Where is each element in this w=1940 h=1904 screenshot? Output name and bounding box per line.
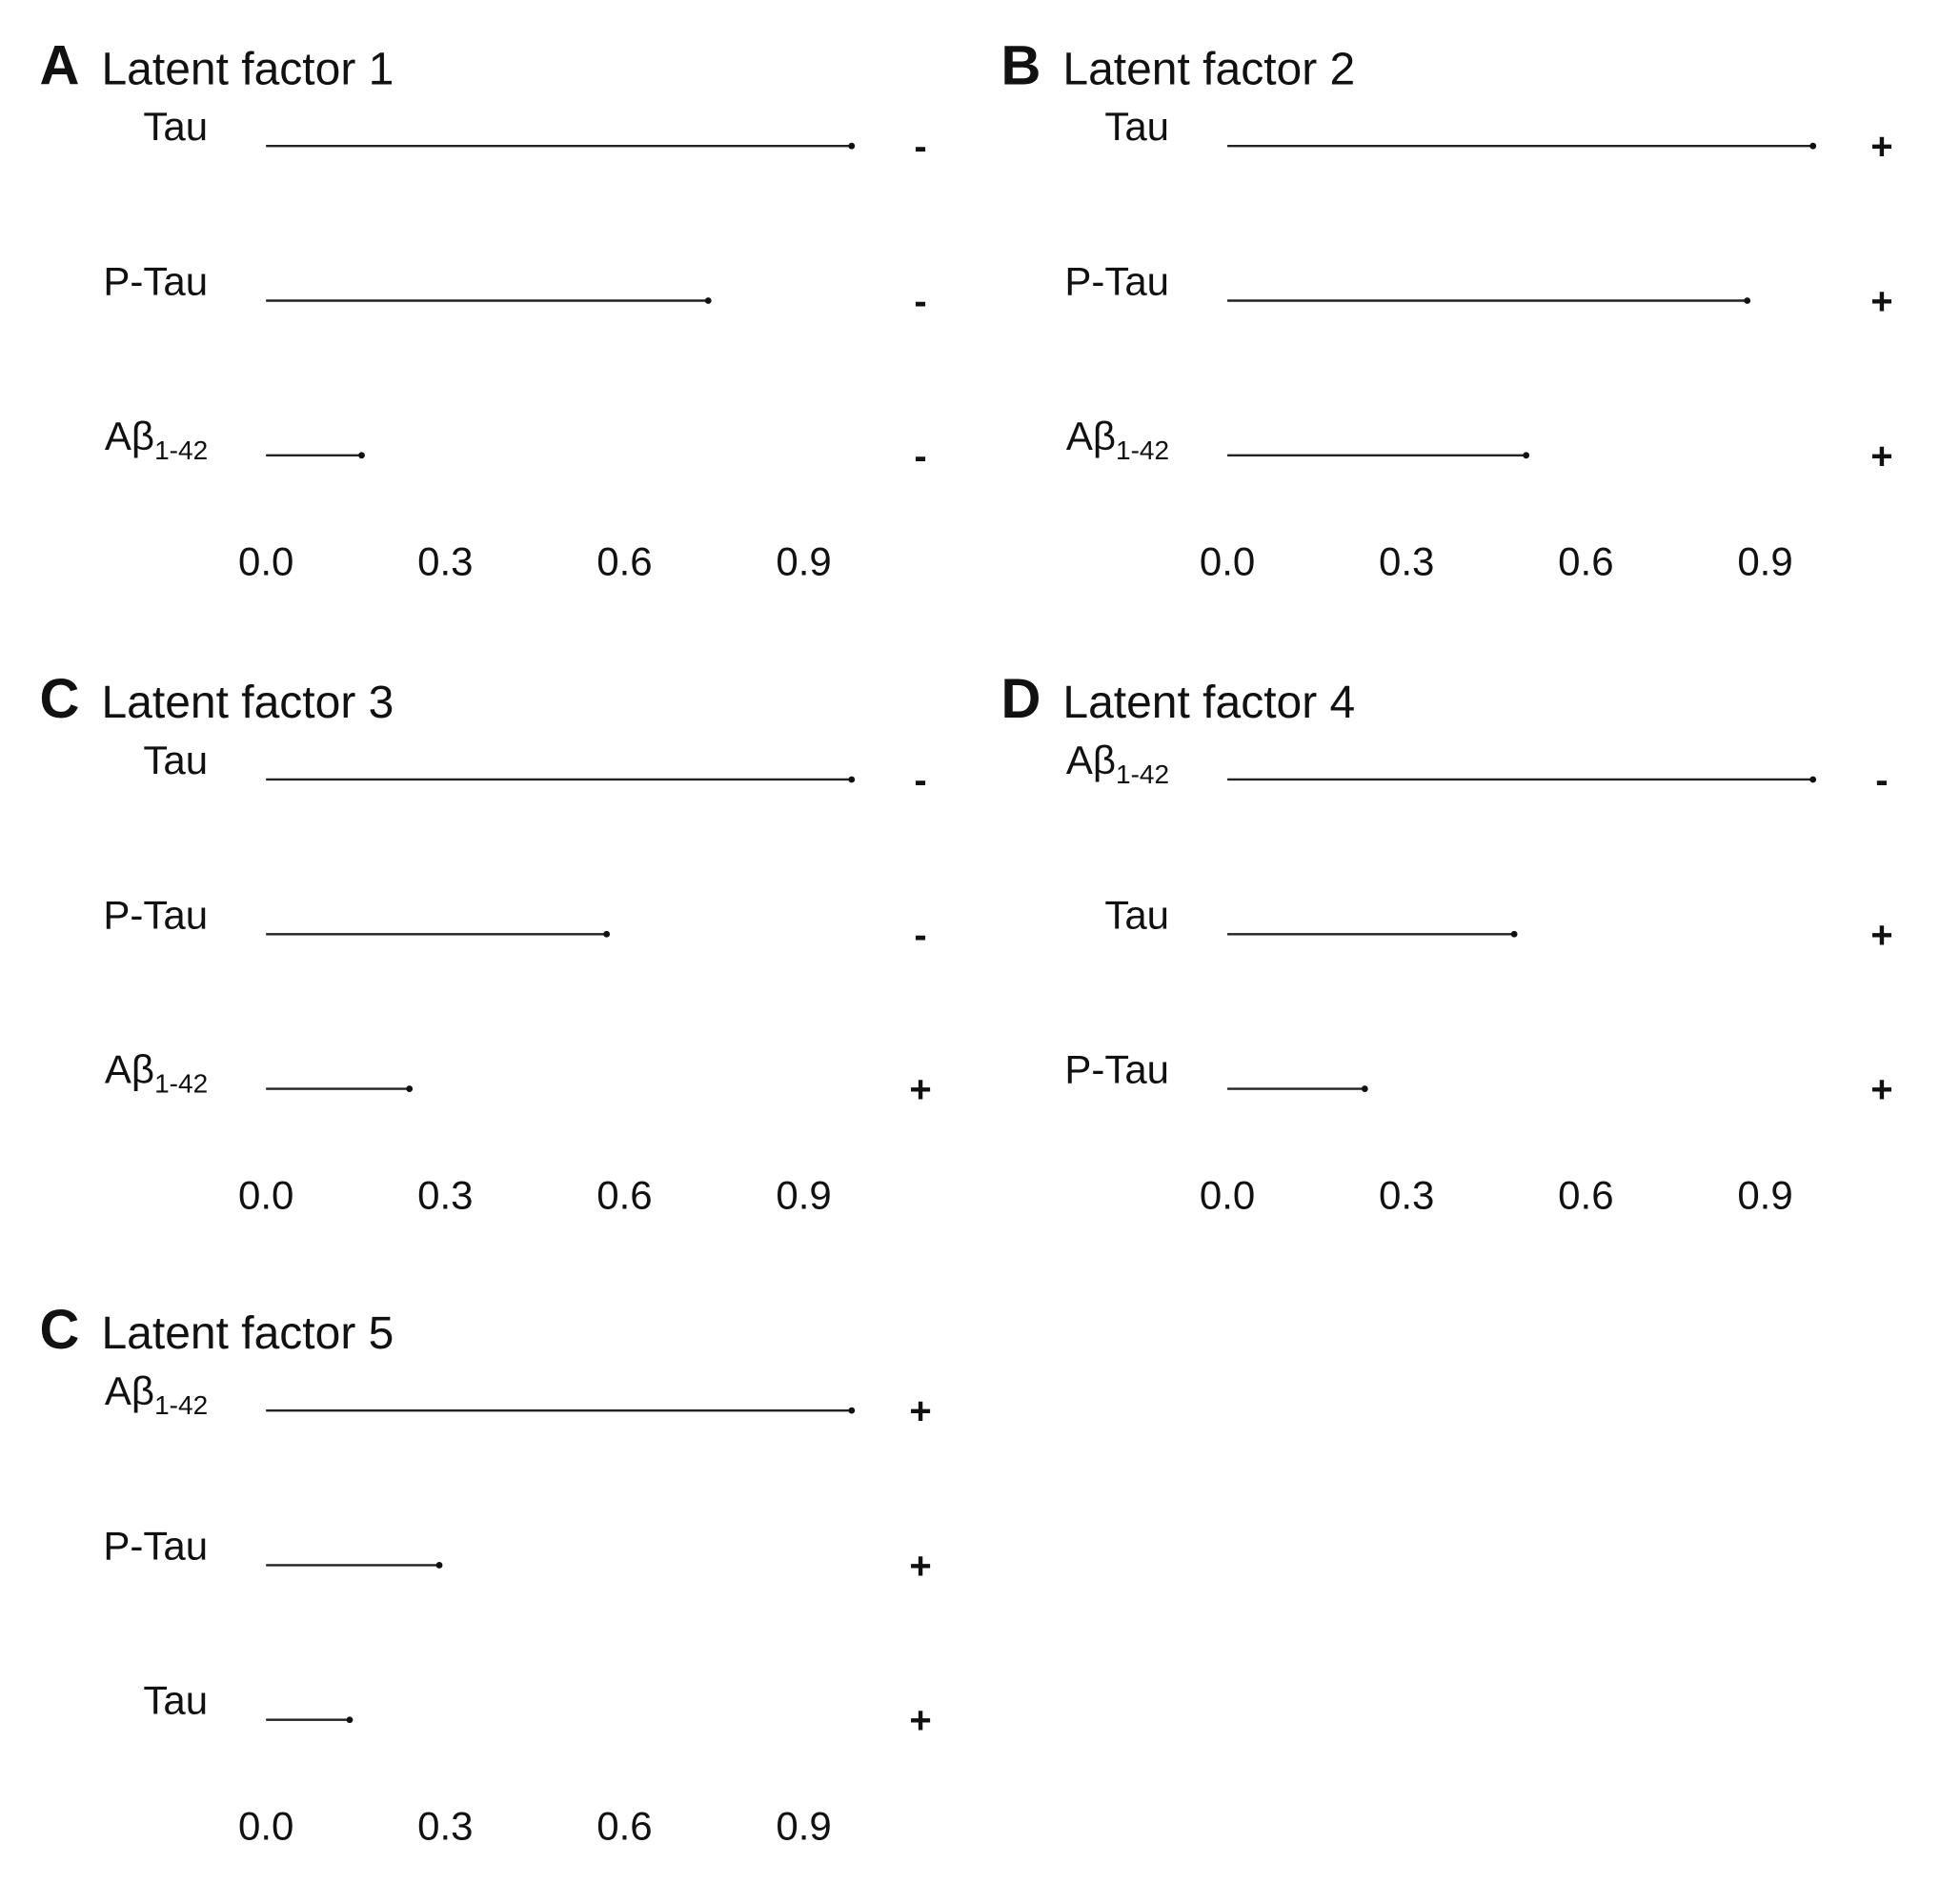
panel-letter: D <box>1000 668 1041 730</box>
panel-letter: C <box>40 1299 80 1361</box>
x-tick-label: 0.9 <box>776 1804 831 1849</box>
row-label: Tau <box>143 1678 208 1723</box>
sign-indicator: + <box>1870 1069 1892 1111</box>
panel-title: Latent factor 3 <box>101 678 394 728</box>
loading-bar-end <box>1361 1085 1368 1092</box>
loading-bar-end <box>358 452 365 459</box>
x-tick-label: 0.6 <box>1558 539 1613 584</box>
loading-bar-end <box>603 930 611 938</box>
panel-2: B Latent factor 2 Tau + P-Tau + Aβ1-42 +0.0 0.3 0… <box>1000 34 1892 583</box>
row-label: P-Tau <box>103 892 208 937</box>
panel-3: C Latent factor 3 Tau - P-Tau - Aβ1-42 +0.0 0.3 0… <box>40 668 932 1217</box>
x-tick-label: 0.0 <box>238 1173 293 1218</box>
panel-1: A Latent factor 1 Tau - P-Tau - Aβ1-42 - 0.0 0.3 0… <box>40 34 927 583</box>
loading-bar-end <box>406 1085 414 1092</box>
x-tick-label: 0.3 <box>417 1173 473 1218</box>
loading-bar-end <box>704 297 712 304</box>
row-label: Tau <box>143 738 208 782</box>
x-tick-label: 0.9 <box>776 1173 831 1218</box>
x-tick-label: 0.3 <box>1379 1173 1434 1218</box>
panel-letter: B <box>1000 34 1041 96</box>
x-tick-label: 0.0 <box>238 539 293 584</box>
loading-bar-end <box>346 1716 354 1724</box>
sign-indicator: + <box>1870 914 1892 956</box>
x-tick-label: 0.9 <box>1737 1173 1792 1218</box>
panel-title: Latent factor 1 <box>101 44 394 94</box>
sign-indicator: + <box>909 1390 931 1432</box>
sign-indicator: + <box>909 1069 931 1111</box>
row-label: P-Tau <box>1064 259 1169 304</box>
panel-letter: A <box>40 34 80 96</box>
x-tick-label: 0.0 <box>1200 1173 1255 1218</box>
x-tick-label: 0.9 <box>1737 539 1792 584</box>
x-tick-label: 0.6 <box>596 539 652 584</box>
row-label: P-Tau <box>103 1523 208 1568</box>
x-tick-label: 0.6 <box>596 1804 652 1849</box>
row-label: Tau <box>1104 104 1169 149</box>
panel-letter: C <box>40 668 80 730</box>
x-tick-label: 0.3 <box>1379 539 1434 584</box>
sign-indicator: - <box>914 126 926 168</box>
panel-title: Latent factor 4 <box>1062 678 1355 728</box>
sign-indicator: - <box>914 435 926 477</box>
loading-bar-end <box>1809 776 1817 783</box>
sign-indicator: - <box>914 281 926 323</box>
loading-bar-end <box>1809 142 1817 150</box>
loading-bar-end <box>1744 297 1751 304</box>
sign-indicator: + <box>909 1545 931 1587</box>
x-tick-label: 0.3 <box>417 539 473 584</box>
row-label: Aβ1-42 <box>105 1047 208 1099</box>
panel-5: C Latent factor 5 Aβ1-42 + P-Tau + Tau +0.0 0.3 0… <box>40 1299 932 1848</box>
x-tick-label: 0.6 <box>596 1173 652 1218</box>
row-label: Tau <box>143 104 208 149</box>
sign-indicator: - <box>914 914 926 956</box>
row-label: Aβ1-42 <box>105 1368 208 1420</box>
x-tick-label: 0.0 <box>1200 539 1255 584</box>
row-label: Aβ1-42 <box>1066 414 1169 465</box>
panel-title: Latent factor 2 <box>1062 44 1355 94</box>
loading-bar-end <box>848 776 856 783</box>
loading-bar-end <box>435 1562 443 1569</box>
sign-indicator: + <box>909 1700 931 1742</box>
loading-bar-end <box>1510 930 1518 938</box>
row-label: Tau <box>1104 892 1169 937</box>
sign-indicator: + <box>1870 435 1892 477</box>
panel-4: D Latent factor 4 Aβ1-42 - Tau + P-Tau +0.0 0.3 0… <box>1000 668 1892 1217</box>
row-label: Aβ1-42 <box>1066 738 1169 789</box>
x-tick-label: 0.3 <box>417 1804 473 1849</box>
loading-bar-end <box>848 1407 856 1414</box>
sign-indicator: - <box>1875 760 1888 801</box>
loading-bar-end <box>1523 452 1530 459</box>
x-tick-label: 0.6 <box>1558 1173 1613 1218</box>
sign-indicator: + <box>1870 281 1892 323</box>
row-label: P-Tau <box>1064 1047 1169 1092</box>
sign-indicator: + <box>1870 126 1892 168</box>
x-tick-label: 0.9 <box>776 539 831 584</box>
panel-title: Latent factor 5 <box>101 1308 394 1359</box>
row-label: Aβ1-42 <box>105 414 208 465</box>
x-tick-label: 0.0 <box>238 1804 293 1849</box>
loading-bar-end <box>848 142 856 150</box>
row-label: P-Tau <box>103 259 208 304</box>
sign-indicator: - <box>914 760 926 801</box>
